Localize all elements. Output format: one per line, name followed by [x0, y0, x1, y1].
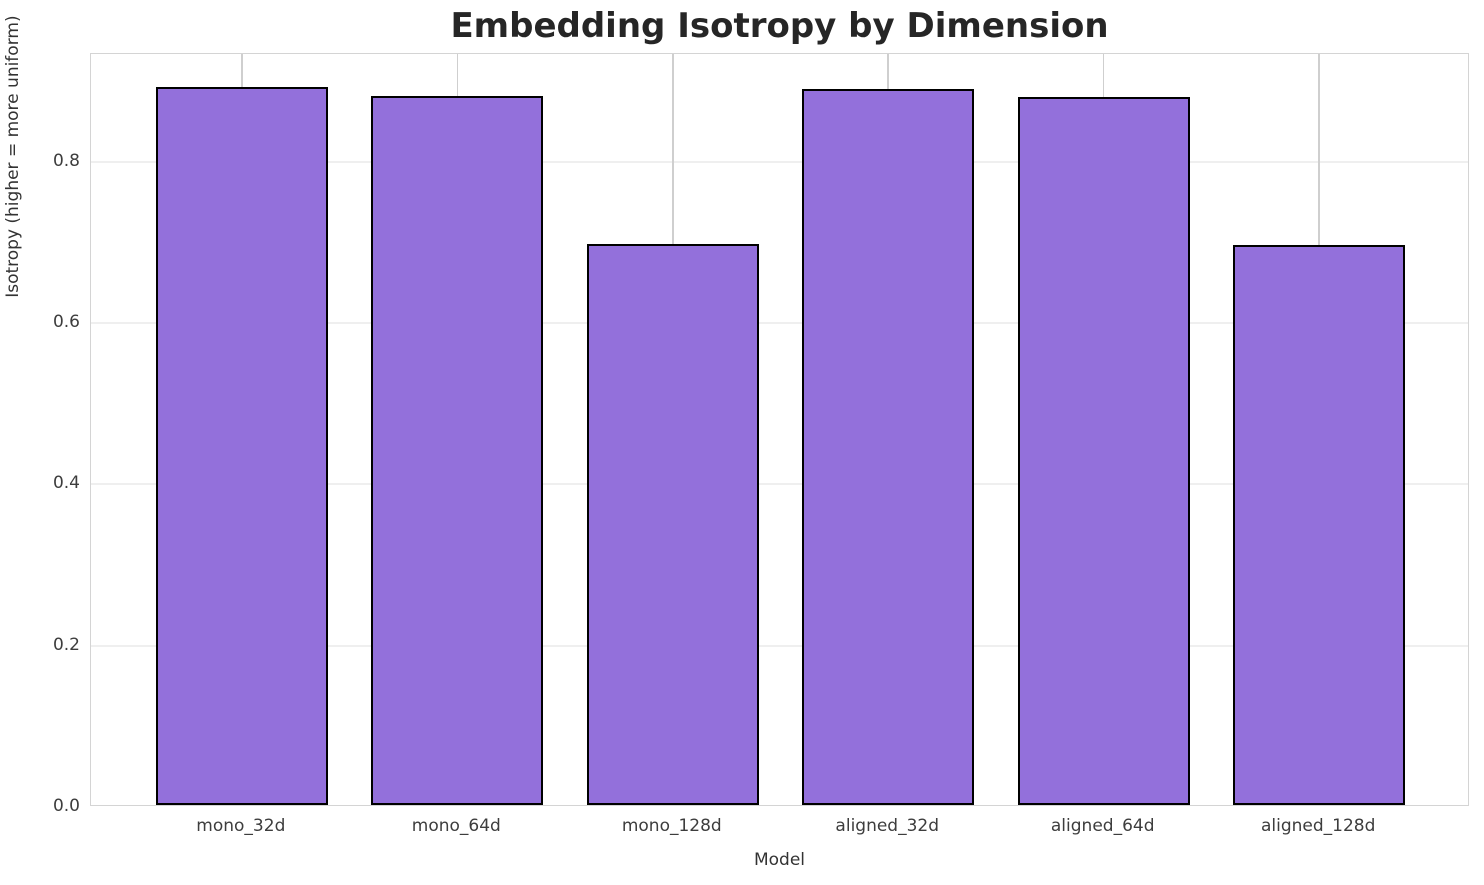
- gridline-horizontal: [91, 160, 1468, 163]
- gridline-horizontal: [91, 483, 1468, 486]
- x-tick-label-aligned_32d: aligned_32d: [835, 816, 940, 836]
- y-tick-label: 0.4: [52, 473, 80, 494]
- chart-title: Embedding Isotropy by Dimension: [450, 6, 1109, 46]
- y-tick-label: 0.6: [52, 312, 80, 332]
- bar-aligned_64d: [1017, 96, 1190, 805]
- y-tick-label: 0.0: [52, 796, 80, 816]
- gridline-horizontal: [91, 322, 1468, 324]
- bar-mono_32d: [155, 87, 329, 805]
- x-tick-label-mono_32d: mono_32d: [196, 816, 286, 836]
- plot-area: [90, 53, 1469, 806]
- bar-aligned_32d: [802, 88, 975, 805]
- bar-mono_64d: [371, 95, 544, 805]
- x-tick-label-aligned_128d: aligned_128d: [1260, 816, 1376, 836]
- x-tick-label-mono_128d: mono_128d: [621, 816, 722, 836]
- x-axis-label: Model: [753, 850, 806, 870]
- y-tick-label: 0.2: [52, 634, 80, 655]
- x-tick-label-aligned_64d: aligned_64d: [1050, 816, 1155, 836]
- x-tick-label-mono_64d: mono_64d: [411, 816, 501, 836]
- bar-mono_128d: [586, 244, 759, 805]
- gridline-horizontal: [91, 644, 1468, 647]
- bar-aligned_128d: [1232, 245, 1406, 805]
- y-tick-label: 0.8: [52, 150, 80, 171]
